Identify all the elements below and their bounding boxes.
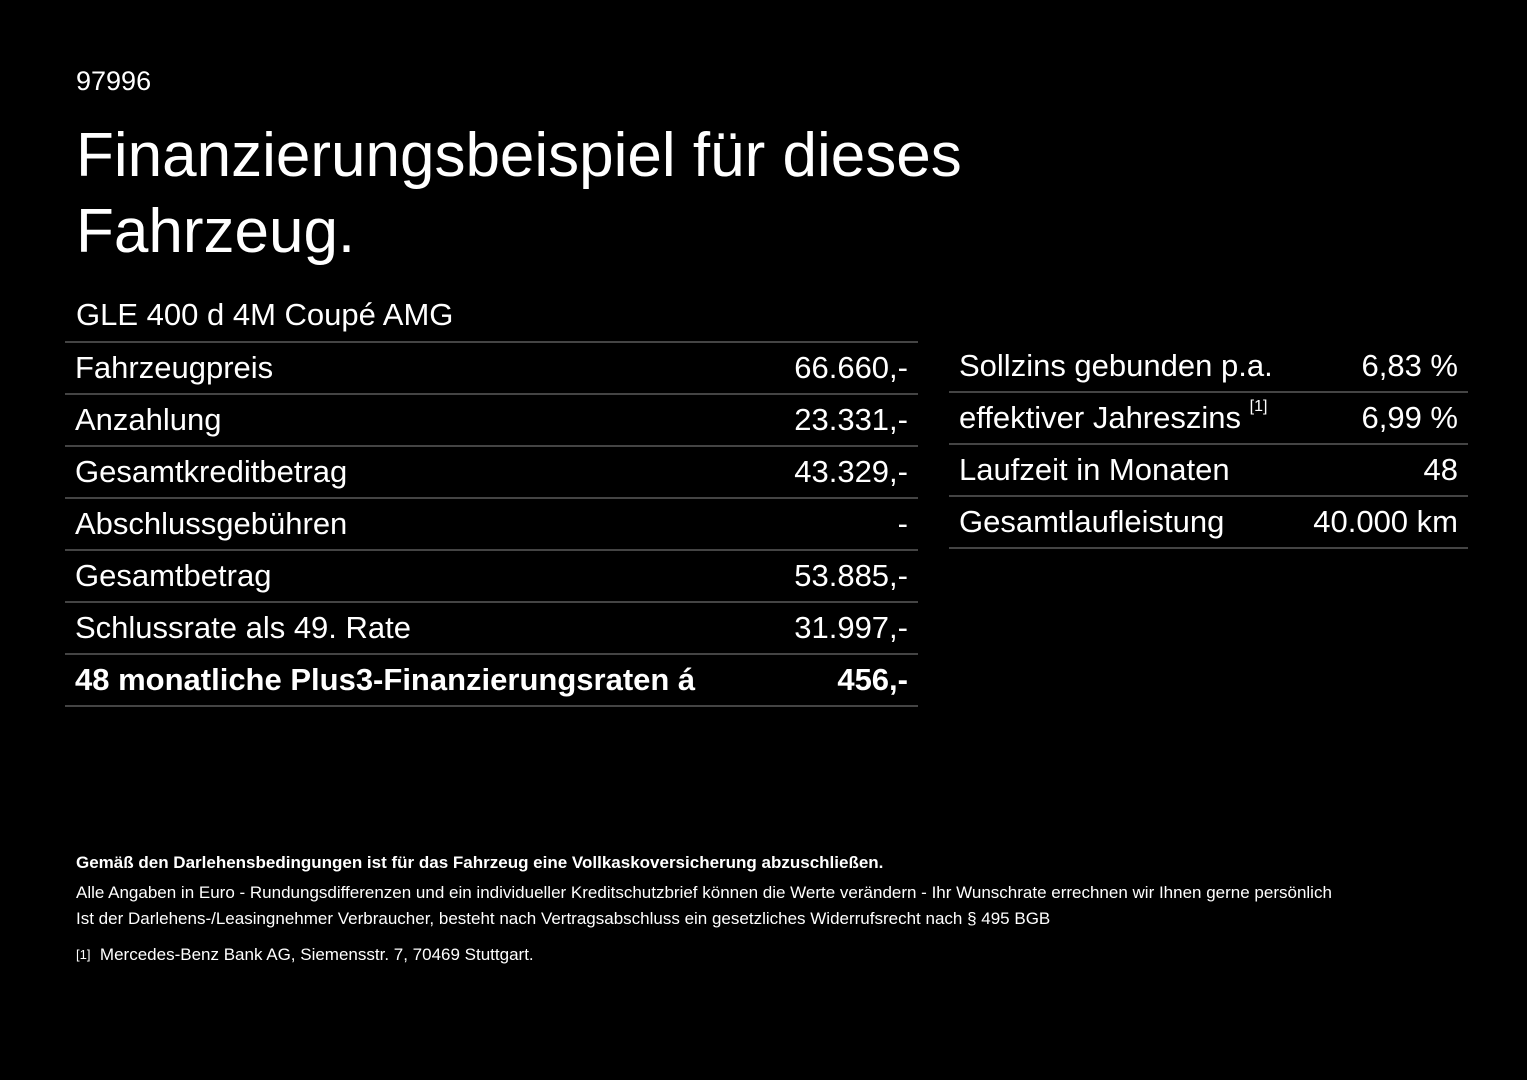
cell-text: 6,99 % [1361, 400, 1458, 435]
row: 48 monatliche Plus3-Finanzierungsraten á… [65, 654, 918, 707]
cell-text: Sollzins gebunden p.a. [959, 348, 1273, 383]
cell-text: 48 [1423, 452, 1458, 487]
model: GLE 400 d 4M Coupé AMG [76, 297, 454, 332]
cell-value: 6,83 % [1296, 341, 1468, 393]
cell-value: 53.885,- [770, 550, 918, 603]
cell-label: Gesamtlaufleistung [949, 496, 1297, 549]
row: Gesamtlaufleistung 40.000 km [949, 496, 1468, 549]
cell-text: 23.331,- [794, 402, 908, 437]
cell-text: 6,83 % [1361, 348, 1458, 383]
cell-label: Gesamtkreditbetrag [65, 446, 771, 499]
title-line: Fahrzeug. [76, 197, 356, 266]
cell-text: Gesamtbetrag [75, 558, 272, 593]
cell-label: Anzahlung [65, 394, 771, 447]
footer-line: Alle Angaben in Euro - Rundungsdifferenz… [76, 883, 1332, 902]
cell-text: 31.997,- [794, 610, 908, 645]
row: Schlussrate als 49. Rate 31.997,- [65, 602, 918, 655]
cell-text: 456,- [837, 662, 908, 697]
footnote-mark: [1] [76, 947, 91, 962]
cell-label: Schlussrate als 49. Rate [65, 602, 771, 655]
row: Fahrzeugpreis 66.660,- [65, 342, 918, 395]
cell-value: 43.329,- [770, 446, 918, 499]
row: Gesamtkreditbetrag 43.329,- [65, 446, 918, 499]
cell-text: Schlussrate als 49. Rate [75, 610, 412, 645]
cell-value: 456,- [770, 654, 918, 707]
cell-value: 66.660,- [770, 342, 918, 395]
cell-value: 23.331,- [770, 394, 918, 447]
row: Gesamtbetrag 53.885,- [65, 550, 918, 603]
cell-text: effektiver Jahreszins [959, 400, 1241, 435]
cell-label: Gesamtbetrag [65, 550, 771, 603]
cell-label: Laufzeit in Monaten [949, 444, 1297, 497]
footnote-ref: [1] [1249, 398, 1268, 415]
offer-id: 97996 [76, 66, 152, 96]
row: effektiver Jahreszins [1] 6,99 % [949, 392, 1468, 445]
cell-value: 6,99 % [1296, 392, 1468, 445]
cell-text: Laufzeit in Monaten [959, 452, 1230, 487]
cell-text: Abschlussgebühren [75, 506, 348, 541]
footer-bold: Gemäß den Darlehensbedingungen ist für d… [76, 853, 884, 872]
cell-label: 48 monatliche Plus3-Finanzierungsraten á [65, 654, 771, 707]
cell-value: - [770, 498, 918, 551]
footer-line: Ist der Darlehens-/Leasingnehmer Verbrau… [76, 909, 1051, 928]
right-table: Sollzins gebunden p.a. 6,83 % effektiver J… [949, 341, 1468, 549]
cell-text: Gesamtlaufleistung [959, 504, 1225, 539]
footnote-text: Mercedes-Benz Bank AG, Siemensstr. 7, 70… [99, 945, 534, 964]
cell-text: Anzahlung [75, 402, 222, 437]
left-table: Fahrzeugpreis 66.660,- Anzahlung 23.331,- Ge… [65, 341, 918, 707]
cell-text: 53.885,- [794, 558, 908, 593]
cell-text: 40.000 km [1313, 504, 1458, 539]
cell-label: effektiver Jahreszins [1] [949, 392, 1297, 445]
title: Finanzierungsbeispiel für dieses Fahrzeug… [76, 118, 962, 270]
row: Sollzins gebunden p.a. 6,83 % [949, 341, 1468, 393]
cell-value: 40.000 km [1296, 496, 1468, 549]
cell-label: Abschlussgebühren [65, 498, 771, 551]
footnote: [1] Mercedes-Benz Bank AG, Siemensstr. 7… [76, 942, 534, 968]
cell-text: 66.660,- [794, 350, 908, 385]
cell-text: 48 monatliche Plus3-Finanzierungsraten á [75, 662, 696, 697]
row: Anzahlung 23.331,- [65, 394, 918, 447]
cell-label: Fahrzeugpreis [65, 342, 771, 395]
cell-text: 43.329,- [794, 454, 908, 489]
cell-text: Fahrzeugpreis [75, 350, 274, 385]
row: Laufzeit in Monaten 48 [949, 444, 1468, 497]
row: Abschlussgebühren - [65, 498, 918, 551]
cell-value: 48 [1296, 444, 1468, 497]
cell-label: Sollzins gebunden p.a. [949, 341, 1297, 393]
cell-text: Gesamtkreditbetrag [75, 454, 348, 489]
cell-text: - [897, 506, 908, 541]
title-line: Finanzierungsbeispiel für dieses [76, 121, 962, 190]
cell-value: 31.997,- [770, 602, 918, 655]
